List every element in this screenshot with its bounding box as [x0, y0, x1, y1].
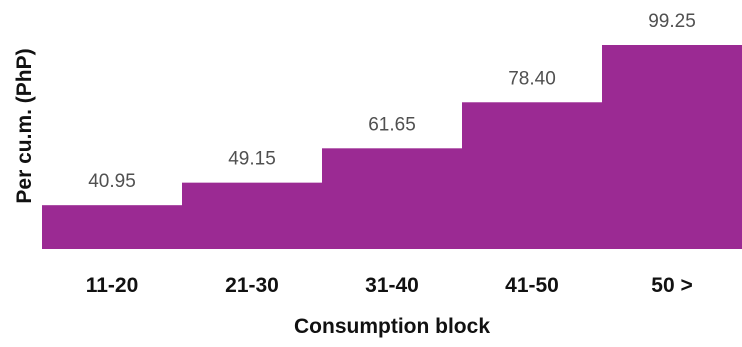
bar: [322, 148, 463, 249]
data-label: 61.65: [368, 114, 416, 135]
x-tick-label: 11-20: [86, 274, 139, 297]
x-tick-label: 21-30: [225, 274, 279, 297]
x-tick-label: 50 >: [651, 274, 692, 297]
x-tick-labels-layer: 11-20 21-30 31-40 41-50 50 >: [86, 274, 693, 297]
bar: [602, 45, 742, 249]
bar: [42, 205, 183, 249]
data-label: 99.25: [648, 11, 696, 32]
bar: [462, 102, 603, 249]
data-label: 78.40: [508, 68, 556, 89]
y-axis-title: Per cu.m. (PhP): [13, 48, 36, 203]
data-label: 40.95: [88, 171, 136, 192]
value-labels-layer: 40.95 49.15 61.65 78.40 99.25: [88, 11, 696, 192]
data-label: 49.15: [228, 149, 276, 170]
bar: [182, 182, 323, 249]
x-tick-label: 31-40: [365, 274, 419, 297]
bars-layer: [42, 45, 742, 249]
x-tick-label: 41-50: [505, 274, 559, 297]
x-axis-title: Consumption block: [294, 315, 490, 338]
